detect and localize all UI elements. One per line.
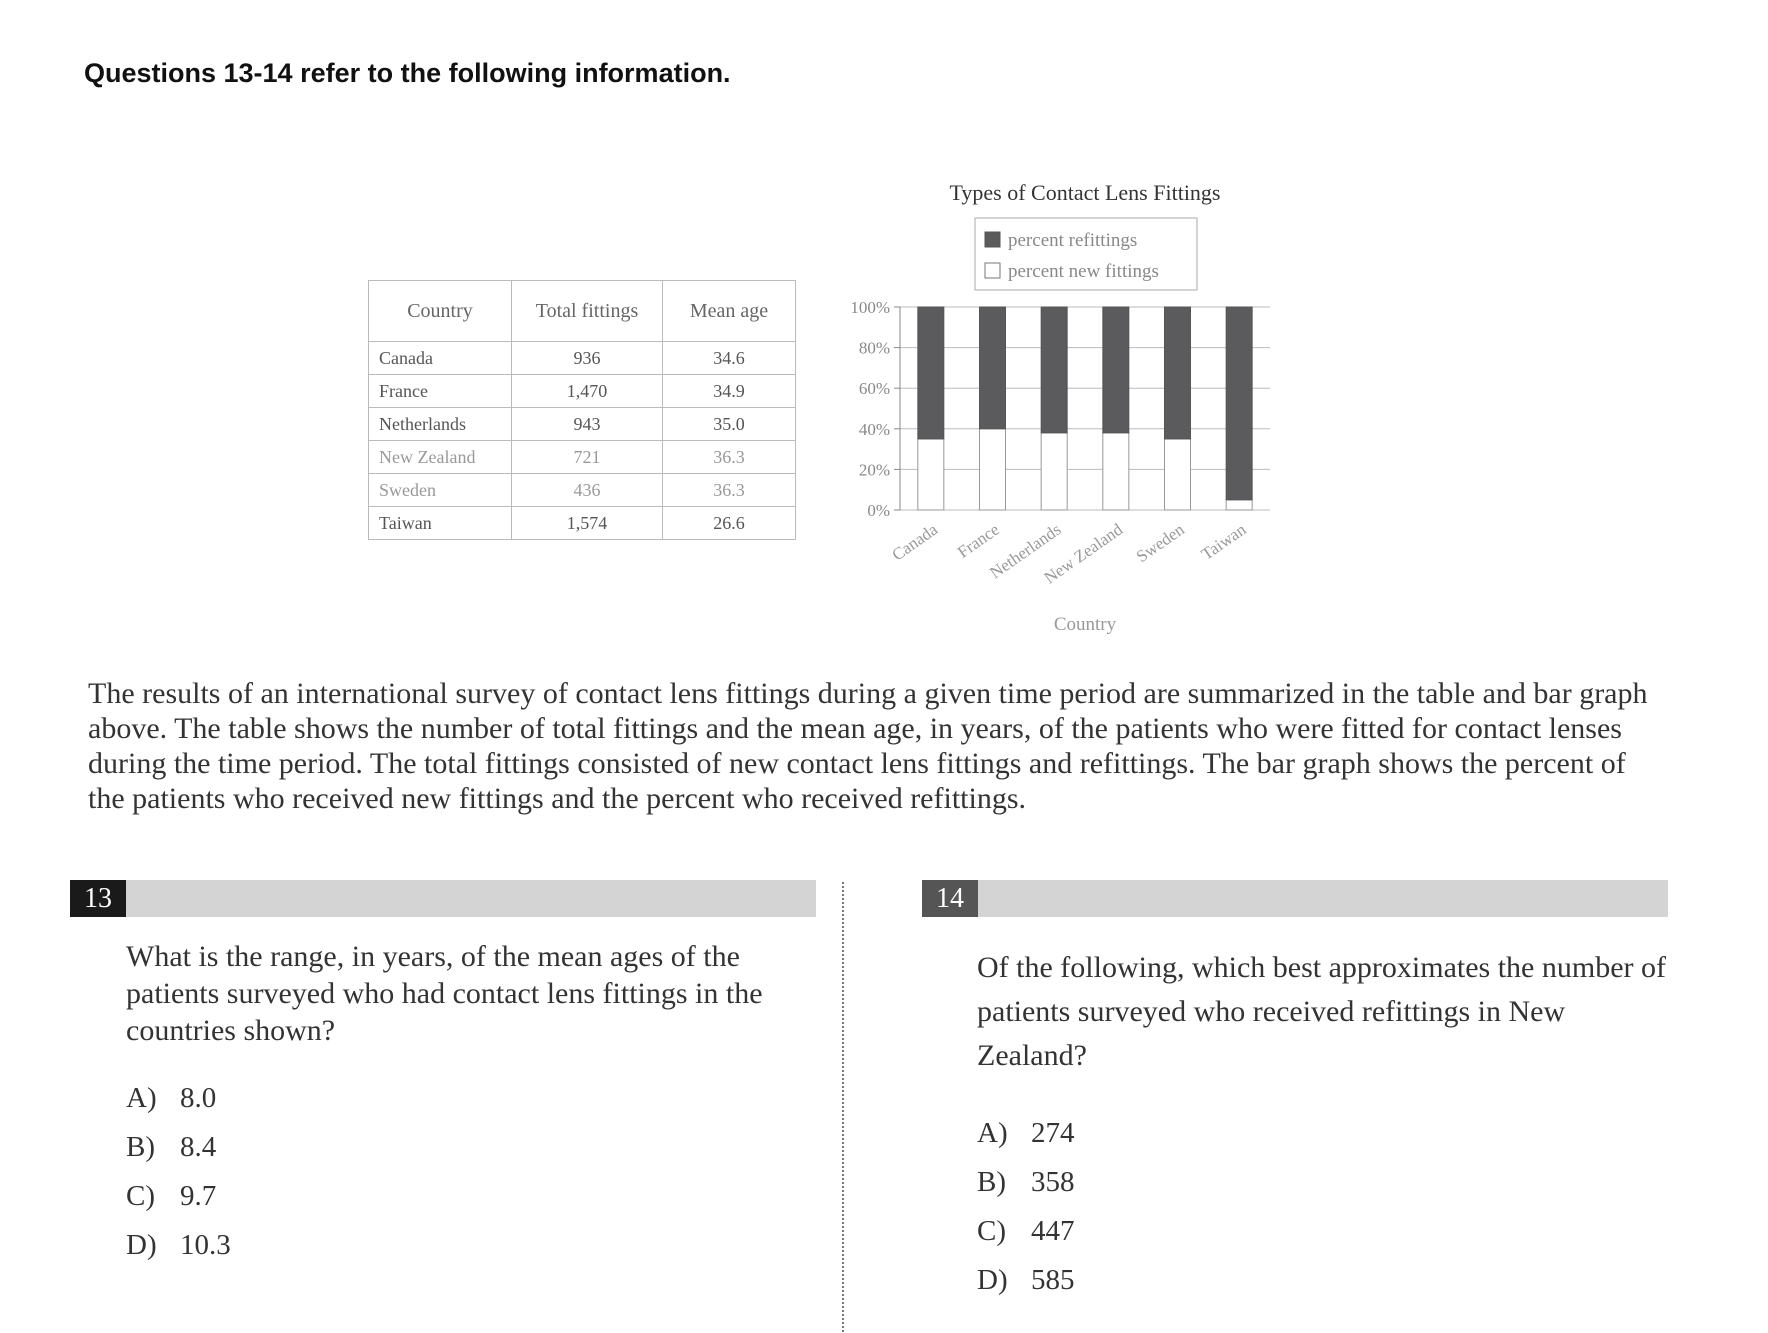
mean-age-cell: 36.3 [662,440,796,474]
bar-refittings [1040,306,1068,434]
column-header-country: Country [368,280,512,342]
choice-value: 358 [1031,1166,1075,1198]
y-tick-label: 80% [859,339,890,358]
choice-letter: D) [126,1229,157,1261]
section-heading: Questions 13-14 refer to the following i… [84,58,731,88]
y-tick-label: 100% [850,298,890,317]
choice-value: 10.3 [180,1229,231,1261]
country-cell: Canada [368,341,512,375]
chart-gridlines [900,306,1270,511]
question-14-number: 14 [922,880,978,917]
table-row: Canada 936 34.6 [368,341,796,375]
legend-label-new-fittings: percent new fittings [1008,261,1159,282]
bar-refittings [1164,306,1191,440]
table-row: Sweden 436 36.3 [368,473,796,507]
question-14-header: 14 [922,880,1668,917]
answer-choice[interactable]: B) 358 [977,1166,1075,1215]
chart-title: Types of Contact Lens Fittings [950,180,1221,205]
question-13-text: What is the range, in years, of the mean… [126,940,763,1047]
bar-new-fittings [1040,432,1068,511]
bar-new-fittings [1164,438,1191,511]
total-fittings-cell: 1,574 [511,506,663,540]
total-fittings-cell: 1,470 [511,374,663,408]
choice-letter: D) [977,1264,1008,1296]
mean-age-cell: 34.9 [662,374,796,408]
answer-choice[interactable]: D) 10.3 [126,1229,231,1278]
table-row: France 1,470 34.9 [368,374,796,408]
table-header-row: Country Total fittings Mean age [368,280,796,342]
y-tick-label: 40% [859,420,890,439]
bar-refittings [1102,306,1130,434]
country-cell: New Zealand [368,440,512,474]
column-divider [842,882,844,1332]
choice-letter: B) [126,1131,155,1163]
choice-value: 447 [1031,1215,1075,1247]
total-fittings-cell: 936 [511,341,663,375]
mean-age-cell: 34.6 [662,341,796,375]
choice-letter: A) [126,1082,157,1114]
bar-new-fittings [917,438,945,511]
legend-swatch-new-fittings [984,262,1001,279]
choice-value: 9.7 [180,1180,217,1212]
mean-age-cell: 26.6 [662,506,796,540]
mean-age-cell: 36.3 [662,473,796,507]
chart-bars [917,306,1253,511]
y-tick-label: 0% [867,501,890,520]
total-fittings-cell: 943 [511,407,663,441]
x-axis-title: Country [1054,614,1117,635]
legend-box [974,217,1198,291]
answer-choice[interactable]: A) 8.0 [126,1082,231,1131]
question-13-header: 13 [70,880,816,917]
choice-value: 274 [1031,1117,1075,1149]
country-cell: Sweden [368,473,512,507]
answer-choice[interactable]: D) 585 [977,1264,1075,1313]
column-header-total-fittings: Total fittings [511,280,663,342]
total-fittings-cell: 721 [511,440,663,474]
choice-letter: C) [126,1180,155,1212]
bar-new-fittings [1225,499,1253,511]
bar-refittings [1225,306,1253,501]
column-header-mean-age: Mean age [662,280,796,342]
bar-new-fittings [1102,432,1130,511]
country-cell: Netherlands [368,407,512,441]
bar-refittings [917,306,945,440]
mean-age-cell: 35.0 [662,407,796,441]
choice-letter: C) [977,1215,1006,1247]
chart-y-axis: 0% 20% 40% 60% 80% 100% [850,298,901,520]
country-cell: Taiwan [368,506,512,540]
answer-choice[interactable]: C) 447 [977,1215,1075,1264]
legend-label-refittings: percent refittings [1008,230,1137,251]
fittings-bar-chart: Types of Contact Lens Fittings percent r… [850,180,1270,635]
answer-choice[interactable]: B) 8.4 [126,1131,231,1180]
answer-choice[interactable]: A) 274 [977,1117,1075,1166]
y-tick-label: 20% [859,460,890,479]
bar-refittings [979,306,1006,430]
country-cell: France [368,374,512,408]
question-14-choices: A) 274 B) 358 C) 447 D) 585 [977,1117,1075,1313]
question-14-text: Of the following, which best approximate… [977,951,1667,1072]
x-tick-label: Canada [888,519,941,564]
bar-new-fittings [979,428,1006,511]
x-tick-label: Sweden [1133,519,1188,566]
legend-swatch-refittings [984,231,1001,248]
total-fittings-cell: 436 [511,473,663,507]
chart-legend: percent refittings percent new fittings [974,217,1198,291]
question-13-choices: A) 8.0 B) 8.4 C) 9.7 D) 10.3 [126,1082,231,1278]
passage-text: The results of an international survey o… [88,677,1648,815]
table-row: Taiwan 1,574 26.6 [368,506,796,540]
answer-choice[interactable]: C) 9.7 [126,1180,231,1229]
question-13-number: 13 [70,880,126,917]
table-row: New Zealand 721 36.3 [368,440,796,474]
x-tick-label: France [954,520,1003,562]
choice-letter: A) [977,1117,1008,1149]
y-tick-label: 60% [859,379,890,398]
choice-value: 8.0 [180,1082,217,1114]
x-tick-label: Taiwan [1198,519,1250,563]
choice-value: 585 [1031,1264,1075,1296]
fittings-table: Country Total fittings Mean age Canada 9… [368,280,796,540]
choice-value: 8.4 [180,1131,217,1163]
table-row: Netherlands 943 35.0 [368,407,796,441]
choice-letter: B) [977,1166,1006,1198]
